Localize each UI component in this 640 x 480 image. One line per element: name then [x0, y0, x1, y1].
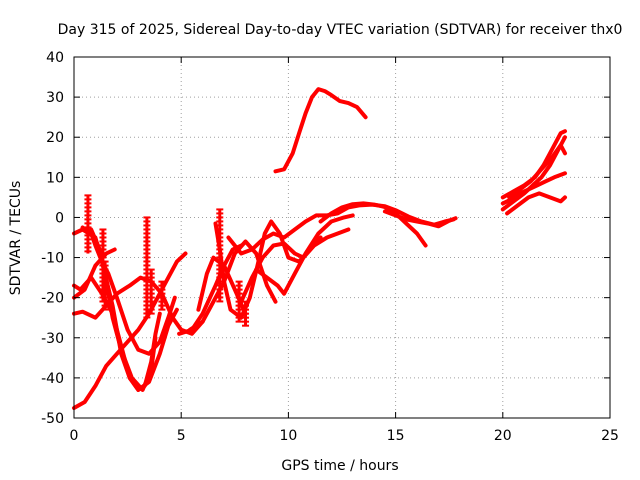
spike-01 — [84, 194, 92, 254]
y-tick-label: 30 — [46, 90, 64, 106]
x-axis: 0 5 10 15 20 25 — [70, 57, 619, 444]
chart-title: Day 315 of 2025, Sidereal Day-to-day VTE… — [58, 22, 623, 38]
series-arc-12 — [239, 227, 351, 304]
series-arc-01 — [72, 251, 188, 410]
x-tick-label: 20 — [494, 428, 512, 444]
y-tick-label: 10 — [46, 170, 64, 186]
spike-03 — [101, 260, 109, 311]
x-tick-label: 10 — [279, 428, 297, 444]
spike-09 — [242, 300, 250, 327]
series-arc-03 — [72, 275, 205, 336]
spike-05 — [147, 268, 155, 315]
y-tick-label: -20 — [41, 291, 64, 307]
spike-layer — [84, 194, 250, 327]
series-arc-13 — [254, 213, 355, 296]
x-tick-label: 15 — [387, 428, 405, 444]
series-arc-04 — [72, 247, 117, 300]
series-arc-15 — [318, 201, 428, 248]
spike-08 — [235, 280, 243, 323]
y-tick-label: 40 — [46, 50, 64, 66]
series-arc-10 — [213, 219, 323, 320]
y-tick-label: 20 — [46, 130, 64, 146]
series-arc-22 — [507, 143, 567, 200]
y-axis: -50 -40 -30 -20 -10 0 10 20 30 40 — [41, 50, 610, 427]
series-arc-06 — [80, 225, 177, 356]
spike-06 — [158, 280, 166, 311]
series-arc-21 — [505, 191, 567, 216]
x-axis-label: GPS time / hours — [281, 458, 398, 474]
y-tick-label: -40 — [41, 371, 64, 387]
series-arc-17 — [273, 87, 368, 174]
x-tick-label: 25 — [601, 428, 619, 444]
y-tick-label: -30 — [41, 331, 64, 347]
x-tick-label: 0 — [70, 428, 79, 444]
y-tick-label: -10 — [41, 251, 64, 267]
series-arc-16 — [382, 209, 458, 229]
y-tick-label: -50 — [41, 411, 64, 427]
spike-04 — [143, 216, 151, 319]
y-axis-label: SDTVAR / TECUs — [8, 181, 24, 296]
x-tick-label: 5 — [177, 428, 186, 444]
spike-07 — [216, 208, 224, 303]
plot-frame — [73, 56, 611, 419]
y-tick-label: 0 — [55, 210, 64, 226]
series-arc-19 — [500, 171, 567, 206]
